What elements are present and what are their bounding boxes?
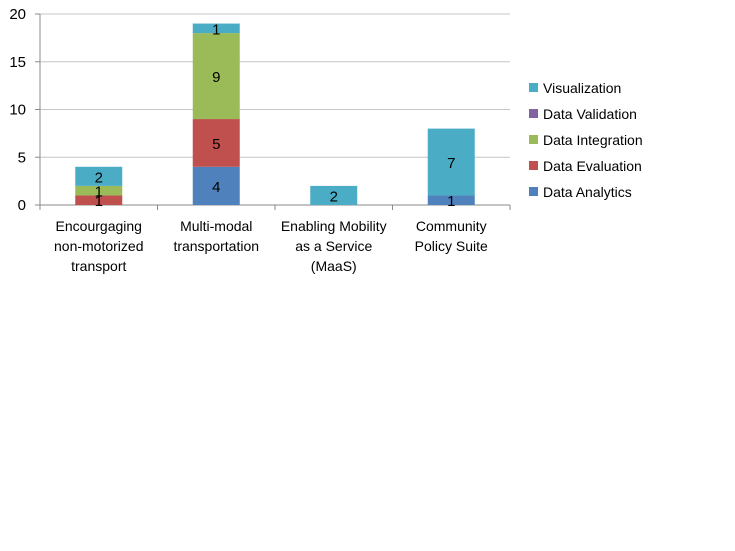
legend-label: Data Evaluation — [543, 158, 642, 174]
legend-swatch — [529, 161, 538, 170]
data-label: 7 — [447, 155, 455, 172]
bar-segment — [75, 166, 123, 186]
data-label: 5 — [212, 136, 220, 153]
legend-swatch — [529, 135, 538, 144]
bar-segment — [75, 185, 123, 196]
legend: Visualization Data Validation Data Integra… — [529, 80, 643, 200]
bars — [75, 23, 475, 205]
x-category-label: Enabling Mobility as a Service (MaaS) — [281, 218, 387, 274]
bar-segment — [427, 128, 475, 196]
bar-segment — [192, 23, 240, 34]
x-category-label: Multi-modal transportation — [173, 218, 259, 254]
bar-segment — [192, 166, 240, 205]
data-label: 1 — [212, 21, 220, 38]
y-tick-label: 20 — [9, 6, 26, 23]
x-category-label: Encourgaging non-motorized transport — [54, 218, 144, 274]
data-label: 2 — [95, 169, 103, 186]
x-category-label: Community Policy Suite — [415, 218, 488, 254]
legend-label: Data Integration — [543, 132, 643, 148]
data-label: 9 — [212, 69, 220, 86]
data-label: 1 — [447, 193, 455, 210]
y-tick-label: 0 — [18, 197, 26, 214]
data-label: 1 — [95, 184, 103, 201]
legend-swatch — [529, 187, 538, 196]
y-tick-label: 15 — [9, 54, 26, 71]
data-label: 4 — [212, 179, 220, 196]
bar-segment — [427, 195, 475, 205]
data-label: 1 — [95, 193, 103, 210]
bar-segment — [75, 195, 123, 205]
legend-label: Visualization — [543, 80, 621, 96]
bar-segment — [192, 33, 240, 120]
data-label: 2 — [330, 188, 338, 205]
legend-label: Data Validation — [543, 106, 637, 122]
y-tick-label: 10 — [9, 102, 26, 119]
legend-swatch — [529, 83, 538, 92]
y-tick-label: 5 — [18, 149, 26, 166]
legend-label: Data Analytics — [543, 184, 632, 200]
bar-segment — [192, 119, 240, 167]
bar-segment — [310, 185, 358, 205]
legend-swatch — [529, 109, 538, 118]
